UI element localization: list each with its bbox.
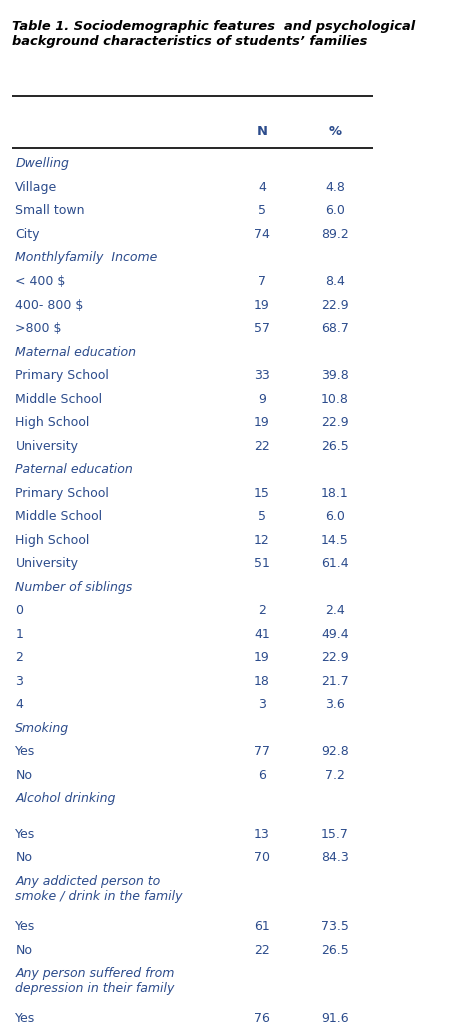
Text: 61: 61 xyxy=(254,920,270,933)
Text: 22.9: 22.9 xyxy=(321,652,349,664)
Text: 39.8: 39.8 xyxy=(321,369,349,382)
Text: 18: 18 xyxy=(254,675,270,688)
Text: 33: 33 xyxy=(254,369,270,382)
Text: 15: 15 xyxy=(254,487,270,500)
Text: 9: 9 xyxy=(258,393,266,406)
Text: 4: 4 xyxy=(258,181,266,194)
Text: 5: 5 xyxy=(258,205,266,218)
Text: 2.4: 2.4 xyxy=(325,604,345,618)
Text: 6: 6 xyxy=(258,769,266,782)
Text: 6.0: 6.0 xyxy=(325,510,345,524)
Text: Village: Village xyxy=(15,181,58,194)
Text: No: No xyxy=(15,851,32,865)
Text: 77: 77 xyxy=(254,746,270,758)
Text: 2: 2 xyxy=(258,604,266,618)
Text: 3: 3 xyxy=(15,675,23,688)
Text: 1: 1 xyxy=(15,628,23,640)
Text: Paternal education: Paternal education xyxy=(15,463,133,476)
Text: City: City xyxy=(15,228,40,241)
Text: 7.2: 7.2 xyxy=(325,769,345,782)
Text: 26.5: 26.5 xyxy=(321,440,349,452)
Text: Smoking: Smoking xyxy=(15,722,70,734)
Text: 3: 3 xyxy=(258,698,266,712)
Text: Monthlyfamily  Income: Monthlyfamily Income xyxy=(15,251,158,264)
Text: Small town: Small town xyxy=(15,205,85,218)
Text: Any addicted person to
smoke / drink in the family: Any addicted person to smoke / drink in … xyxy=(15,875,183,903)
Text: Yes: Yes xyxy=(15,920,36,933)
Text: Alcohol drinking: Alcohol drinking xyxy=(15,792,116,806)
Text: 19: 19 xyxy=(254,416,270,429)
Text: 26.5: 26.5 xyxy=(321,943,349,957)
Text: Any person suffered from
depression in their family: Any person suffered from depression in t… xyxy=(15,967,175,995)
Text: 21.7: 21.7 xyxy=(321,675,349,688)
Text: No: No xyxy=(15,769,32,782)
Text: High School: High School xyxy=(15,416,90,429)
Text: Number of siblings: Number of siblings xyxy=(15,581,133,594)
Text: 41: 41 xyxy=(254,628,270,640)
Text: Maternal education: Maternal education xyxy=(15,346,136,358)
Text: 2: 2 xyxy=(15,652,23,664)
Text: >800 $: >800 $ xyxy=(15,322,62,335)
Text: < 400 $: < 400 $ xyxy=(15,275,66,288)
Text: 61.4: 61.4 xyxy=(321,557,349,570)
Text: 22: 22 xyxy=(254,440,270,452)
Text: University: University xyxy=(15,557,78,570)
Text: 51: 51 xyxy=(254,557,270,570)
Text: 73.5: 73.5 xyxy=(321,920,349,933)
Text: Yes: Yes xyxy=(15,746,36,758)
Text: 6.0: 6.0 xyxy=(325,205,345,218)
Text: 8.4: 8.4 xyxy=(325,275,345,288)
Text: 89.2: 89.2 xyxy=(321,228,349,241)
Text: 13: 13 xyxy=(254,827,270,841)
Text: 91.6: 91.6 xyxy=(321,1012,349,1026)
Text: 22.9: 22.9 xyxy=(321,416,349,429)
Text: 74: 74 xyxy=(254,228,270,241)
Text: 12: 12 xyxy=(254,534,270,546)
Text: 76: 76 xyxy=(254,1012,270,1026)
Text: 22.9: 22.9 xyxy=(321,299,349,312)
Text: Yes: Yes xyxy=(15,1012,36,1026)
Text: Middle School: Middle School xyxy=(15,510,103,524)
Text: 70: 70 xyxy=(254,851,270,865)
Text: Primary School: Primary School xyxy=(15,369,109,382)
Text: 4.8: 4.8 xyxy=(325,181,345,194)
Text: Table 1. Sociodemographic features  and psychological
background characteristics: Table 1. Sociodemographic features and p… xyxy=(12,20,415,48)
Text: 15.7: 15.7 xyxy=(321,827,349,841)
Text: 400- 800 $: 400- 800 $ xyxy=(15,299,84,312)
Text: 14.5: 14.5 xyxy=(321,534,349,546)
Text: 19: 19 xyxy=(254,299,270,312)
Text: University: University xyxy=(15,440,78,452)
Text: 57: 57 xyxy=(254,322,270,335)
Text: No: No xyxy=(15,943,32,957)
Text: 68.7: 68.7 xyxy=(321,322,349,335)
Text: Dwelling: Dwelling xyxy=(15,157,69,170)
Text: 19: 19 xyxy=(254,652,270,664)
Text: %: % xyxy=(328,125,342,137)
Text: 10.8: 10.8 xyxy=(321,393,349,406)
Text: 18.1: 18.1 xyxy=(321,487,349,500)
Text: 5: 5 xyxy=(258,510,266,524)
Text: 84.3: 84.3 xyxy=(321,851,349,865)
Text: 3.6: 3.6 xyxy=(325,698,345,712)
Text: 0: 0 xyxy=(15,604,23,618)
Text: 4: 4 xyxy=(15,698,23,712)
Text: 49.4: 49.4 xyxy=(321,628,349,640)
Text: 22: 22 xyxy=(254,943,270,957)
Text: High School: High School xyxy=(15,534,90,546)
Text: Yes: Yes xyxy=(15,827,36,841)
Text: Middle School: Middle School xyxy=(15,393,103,406)
Text: N: N xyxy=(256,125,267,137)
Text: 92.8: 92.8 xyxy=(321,746,349,758)
Text: 7: 7 xyxy=(258,275,266,288)
Text: Primary School: Primary School xyxy=(15,487,109,500)
